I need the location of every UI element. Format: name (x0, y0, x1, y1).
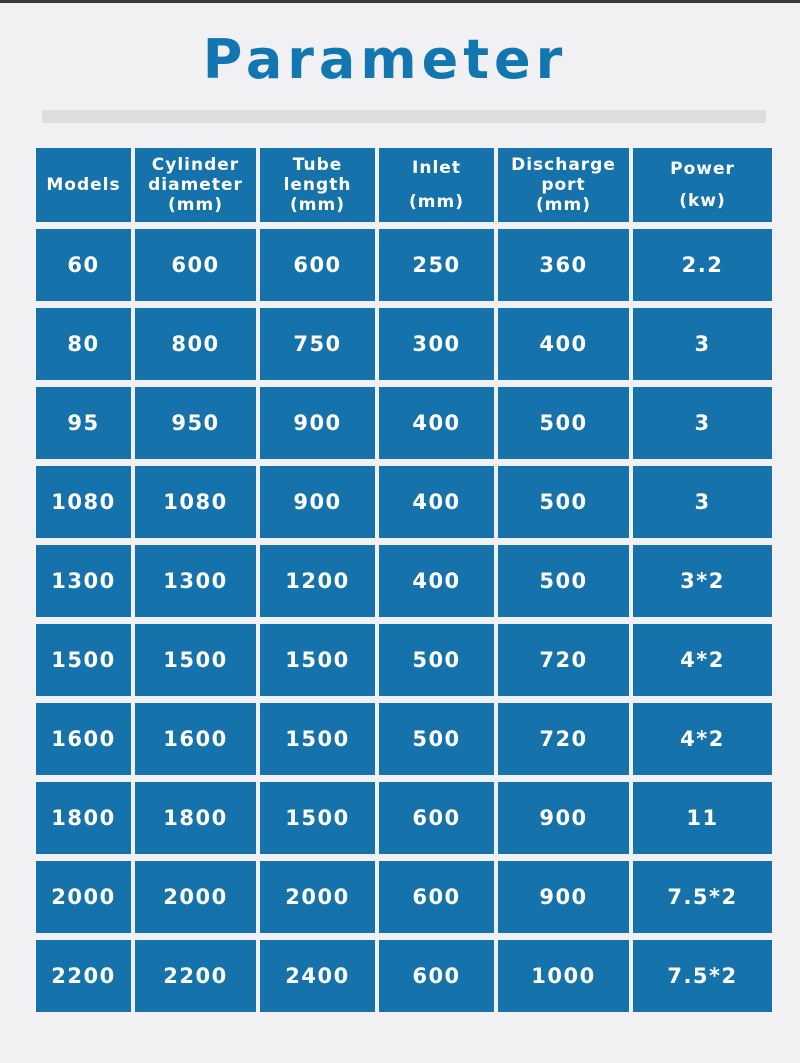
header-tube-length-line-1: Tube (292, 155, 343, 175)
cell-cylinder-diameter: 950 (135, 387, 256, 459)
cell-tube-length: 750 (260, 308, 375, 380)
header-cylinder-diameter-line-1: Cylinder (151, 155, 240, 175)
header-inlet-line-2 (379, 178, 494, 192)
cell-power: 11 (633, 782, 772, 854)
cell-cylinder-diameter: 2200 (135, 940, 256, 1012)
parameter-table-header: Models Cylinder diameter (mm) Tube lengt… (36, 148, 772, 222)
cell-inlet: 400 (379, 466, 494, 538)
cell-model: 1800 (36, 782, 131, 854)
cell-inlet: 250 (379, 229, 494, 301)
table-row: 2200 2200 2400 600 1000 7.5*2 (36, 940, 772, 1012)
cell-tube-length: 1500 (260, 703, 375, 775)
page-title: Parameter (202, 28, 568, 91)
cell-tube-length: 900 (260, 466, 375, 538)
cell-model: 2200 (36, 940, 131, 1012)
header-inlet: Inlet (mm) (379, 148, 494, 222)
cell-tube-length: 2400 (260, 940, 375, 1012)
cell-cylinder-diameter: 1600 (135, 703, 256, 775)
header-tube-length: Tube length (mm) (260, 148, 375, 222)
header-models-line-1: Models (46, 175, 121, 195)
table-row: 95 950 900 400 500 3 (36, 387, 772, 459)
header-cylinder-diameter: Cylinder diameter (mm) (135, 148, 256, 222)
cell-power: 4*2 (633, 703, 772, 775)
cell-power: 4*2 (633, 624, 772, 696)
header-models: Models (36, 148, 131, 222)
header-tube-length-line-2: length (283, 175, 352, 195)
header-cylinder-diameter-line-2: diameter (148, 175, 243, 195)
header-power-line-1: Power (670, 159, 735, 179)
cell-cylinder-diameter: 1080 (135, 466, 256, 538)
header-inlet-line-1: Inlet (412, 158, 461, 178)
cell-power: 2.2 (633, 229, 772, 301)
cell-model: 1300 (36, 545, 131, 617)
cell-discharge-port: 400 (498, 308, 629, 380)
cell-inlet: 500 (379, 703, 494, 775)
header-inlet-line-3: (mm) (409, 192, 464, 212)
cell-tube-length: 1200 (260, 545, 375, 617)
cell-power: 3 (633, 387, 772, 459)
cell-power: 7.5*2 (633, 940, 772, 1012)
cell-discharge-port: 900 (498, 782, 629, 854)
cell-model: 2000 (36, 861, 131, 933)
header-discharge-port-line-3: (mm) (536, 195, 591, 215)
cell-discharge-port: 360 (498, 229, 629, 301)
parameter-table-body: 60 600 600 250 360 2.2 80 800 750 300 400 3 95 950 900… (36, 229, 772, 1012)
cell-tube-length: 1500 (260, 782, 375, 854)
cell-power: 3 (633, 466, 772, 538)
header-discharge-port-line-1: Discharge (511, 155, 616, 175)
top-border-line (0, 0, 800, 3)
cell-model: 95 (36, 387, 131, 459)
table-row: 1800 1800 1500 600 900 11 (36, 782, 772, 854)
cell-discharge-port: 720 (498, 703, 629, 775)
cell-discharge-port: 900 (498, 861, 629, 933)
table-row: 2000 2000 2000 600 900 7.5*2 (36, 861, 772, 933)
cell-model: 1500 (36, 624, 131, 696)
cell-discharge-port: 720 (498, 624, 629, 696)
cell-tube-length: 600 (260, 229, 375, 301)
cell-tube-length: 900 (260, 387, 375, 459)
cell-inlet: 600 (379, 782, 494, 854)
cell-tube-length: 1500 (260, 624, 375, 696)
table-row: 1300 1300 1200 400 500 3*2 (36, 545, 772, 617)
cell-inlet: 600 (379, 861, 494, 933)
cell-discharge-port: 1000 (498, 940, 629, 1012)
cell-discharge-port: 500 (498, 387, 629, 459)
cell-cylinder-diameter: 2000 (135, 861, 256, 933)
table-row: 80 800 750 300 400 3 (36, 308, 772, 380)
cell-discharge-port: 500 (498, 466, 629, 538)
header-discharge-port-line-2: port (541, 175, 586, 195)
table-row: 1600 1600 1500 500 720 4*2 (36, 703, 772, 775)
header-discharge-port: Discharge port (mm) (498, 148, 629, 222)
cell-inlet: 600 (379, 940, 494, 1012)
cell-cylinder-diameter: 1500 (135, 624, 256, 696)
table-row: 60 600 600 250 360 2.2 (36, 229, 772, 301)
cell-tube-length: 2000 (260, 861, 375, 933)
header-tube-length-line-3: (mm) (290, 195, 345, 215)
header-cylinder-diameter-line-3: (mm) (168, 195, 223, 215)
cell-model: 60 (36, 229, 131, 301)
cell-cylinder-diameter: 1300 (135, 545, 256, 617)
cell-cylinder-diameter: 600 (135, 229, 256, 301)
table-row: 1080 1080 900 400 500 3 (36, 466, 772, 538)
cell-discharge-port: 500 (498, 545, 629, 617)
header-power: Power (kw) (633, 148, 772, 222)
parameter-table: Models Cylinder diameter (mm) Tube lengt… (32, 141, 776, 1019)
cell-model: 1080 (36, 466, 131, 538)
cell-power: 7.5*2 (633, 861, 772, 933)
cell-model: 80 (36, 308, 131, 380)
cell-inlet: 400 (379, 545, 494, 617)
cell-cylinder-diameter: 800 (135, 308, 256, 380)
cell-inlet: 300 (379, 308, 494, 380)
cell-model: 1600 (36, 703, 131, 775)
header-power-line-2: (kw) (679, 191, 726, 211)
cell-power: 3 (633, 308, 772, 380)
title-divider-bar (42, 110, 766, 123)
cell-inlet: 500 (379, 624, 494, 696)
table-row: 1500 1500 1500 500 720 4*2 (36, 624, 772, 696)
cell-power: 3*2 (633, 545, 772, 617)
cell-cylinder-diameter: 1800 (135, 782, 256, 854)
cell-inlet: 400 (379, 387, 494, 459)
header-row: Models Cylinder diameter (mm) Tube lengt… (36, 148, 772, 222)
